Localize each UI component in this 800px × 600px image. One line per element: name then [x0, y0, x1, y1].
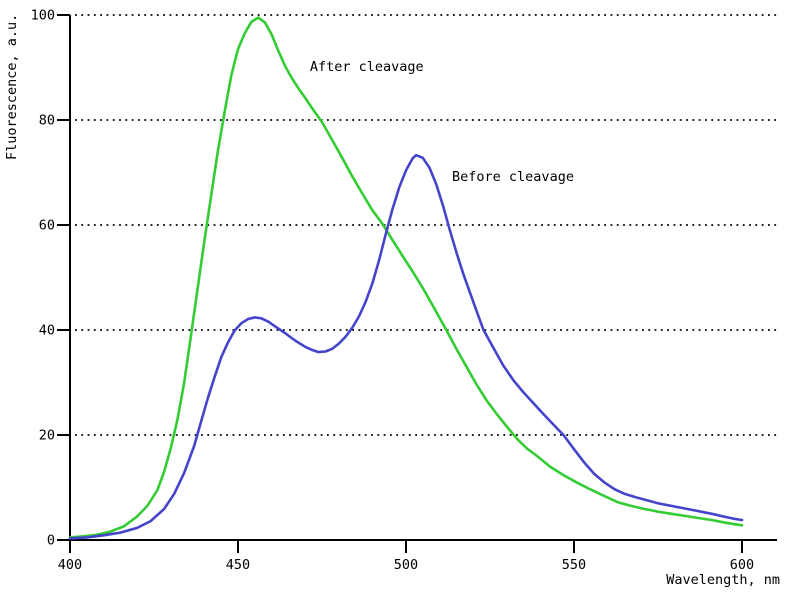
y-tick-label-60: 60: [39, 218, 55, 234]
x-tick-label-600: 600: [730, 557, 754, 573]
x-tick-label-450: 450: [226, 557, 250, 573]
y-tick-label-40: 40: [39, 323, 55, 339]
y-tick-label-100: 100: [31, 8, 55, 24]
series-curve-before-cleavage: [68, 153, 744, 540]
y-tick-label-80: 80: [39, 113, 55, 129]
series-curve-after-cleavage: [68, 16, 744, 539]
y-tick-label-20: 20: [39, 428, 55, 444]
y-axis-title: Fluorescence, a.u.: [4, 13, 20, 160]
x-tick-label-550: 550: [562, 557, 586, 573]
x-tick-label-400: 400: [58, 557, 82, 573]
series-label-after-cleavage: After cleavage: [310, 59, 424, 75]
y-tick-label-0: 0: [47, 533, 55, 549]
x-tick-label-500: 500: [394, 557, 418, 573]
x-axis-title: Wavelength, nm: [666, 572, 780, 588]
series-label-before-cleavage: Before cleavage: [452, 169, 574, 185]
